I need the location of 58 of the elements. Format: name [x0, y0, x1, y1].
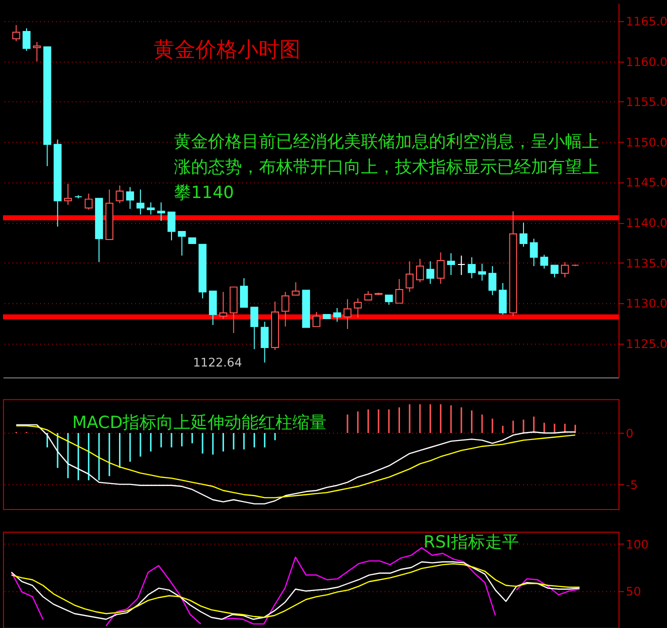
candlestick: [447, 252, 455, 276]
candlestick: [12, 24, 20, 42]
candlestick: [240, 278, 248, 308]
candlestick: [116, 184, 124, 204]
candlestick: [64, 183, 72, 206]
candlestick: [250, 306, 258, 350]
candlestick: [540, 254, 548, 270]
candlestick: [219, 291, 228, 320]
candlestick: [146, 202, 155, 215]
candlestick: [136, 189, 144, 215]
y-tick-label: 1130.0: [626, 296, 667, 311]
candlestick: [406, 260, 414, 292]
candlestick: [354, 298, 362, 318]
annotation: 1122.64: [192, 355, 242, 370]
candlestick: [292, 282, 300, 296]
candlestick: [560, 262, 569, 278]
candlestick: [32, 41, 41, 62]
candlestick: [344, 298, 352, 330]
candlestick: [22, 28, 31, 52]
candlestick: [488, 266, 496, 296]
candlestick: [530, 238, 538, 267]
annotation: MACD指标向上延伸动能红柱缩量: [72, 412, 327, 432]
y-tick-label: 1155.0: [626, 95, 667, 110]
y-tick-label: 1150.0: [626, 135, 667, 150]
candlestick: [178, 230, 186, 256]
candlestick: [550, 264, 559, 278]
candlestick: [281, 291, 290, 328]
candlestick: [333, 308, 342, 322]
candlestick: [208, 290, 217, 326]
candlestick: [416, 258, 424, 283]
y-tick-label: 0: [626, 426, 634, 440]
y-tick-label: 1125.0: [626, 336, 667, 351]
y-tick-label: -5: [626, 478, 638, 492]
candlestick: [468, 256, 476, 279]
candlestick: [395, 278, 404, 304]
candlestick: [520, 222, 528, 248]
annotation: RSI指标走平: [424, 532, 519, 552]
text: 黄金价格小时图: [153, 38, 300, 62]
y-tick-label: 1140.0: [626, 216, 667, 230]
y-tick-label: 50: [626, 584, 642, 598]
candlestick: [457, 255, 466, 276]
candlestick: [260, 321, 269, 364]
candlestick: [478, 263, 486, 282]
candlestick: [498, 282, 507, 315]
y-tick-label: 1145.0: [626, 176, 667, 190]
y-tick-label: 1165.0: [626, 14, 667, 28]
y-tick-label: 100: [626, 537, 649, 552]
y-tick-label: 1160.0: [626, 54, 667, 69]
candlestick: [126, 186, 134, 210]
candlestick: [426, 260, 434, 284]
candlestick: [436, 252, 445, 284]
annotation: 黄金价格目前已经消化美联储加息的利空消息，呈小幅上涨的态势，布林带开口向上，技术指标显示已经加有望上攀1140: [174, 130, 600, 202]
candlestick: [168, 212, 176, 241]
candlestick: [384, 294, 393, 306]
candlestick: [157, 202, 166, 222]
y-tick-label: 1135.0: [626, 256, 667, 270]
candlestick: [312, 312, 320, 328]
candlestick: [84, 193, 93, 210]
